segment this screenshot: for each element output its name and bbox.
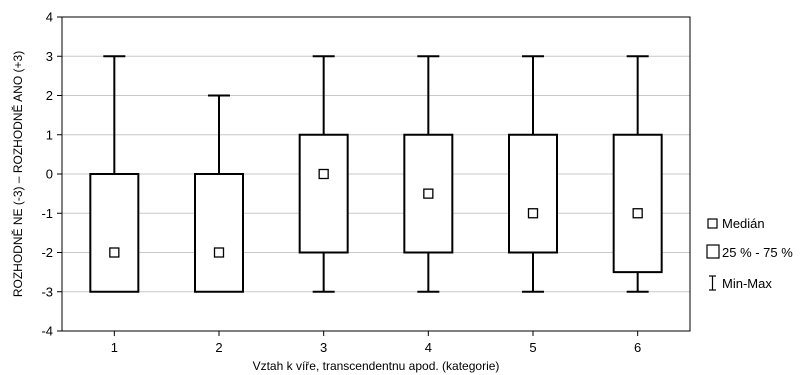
legend-box-label: 25 % - 75 % xyxy=(722,245,793,260)
y-tick-label: 0 xyxy=(46,167,53,182)
legend: Medián 25 % - 75 % Min-Max xyxy=(706,216,793,291)
iqr-box xyxy=(89,173,140,293)
legend-median-label: Medián xyxy=(722,216,765,231)
x-axis-ticks: 1 2 3 4 5 6 xyxy=(111,331,641,355)
median-marker xyxy=(109,247,120,258)
median-marker xyxy=(527,208,539,219)
box-group xyxy=(89,55,140,293)
median-marker xyxy=(423,188,434,199)
y-tick-label: -4 xyxy=(41,324,53,339)
iqr-box xyxy=(508,133,558,254)
iqr-box xyxy=(612,133,663,274)
y-tick-label: 3 xyxy=(46,49,53,64)
y-tick-label: -1 xyxy=(41,206,53,221)
x-tick-label: 2 xyxy=(215,340,222,355)
y-tick-label: 4 xyxy=(46,10,53,25)
y-tick-label: -2 xyxy=(41,245,53,260)
box-group xyxy=(403,55,454,293)
legend-median-marker xyxy=(707,218,718,229)
median-marker xyxy=(213,247,225,258)
iqr-box xyxy=(194,173,244,293)
box-series xyxy=(89,55,663,293)
y-axis-ticks: -4 -3 -2 -1 0 1 2 3 4 xyxy=(41,10,62,339)
x-tick-label: 5 xyxy=(529,340,536,355)
x-tick-label: 1 xyxy=(111,340,118,355)
iqr-box xyxy=(403,133,454,254)
grid-lines xyxy=(62,55,690,293)
y-axis-label: ROZHODNĚ NE (-3) – ROZHODNĚ ANO (+3) xyxy=(10,51,25,297)
legend-whisker-marker xyxy=(709,275,716,291)
y-tick-label: -3 xyxy=(41,284,53,299)
x-tick-label: 6 xyxy=(634,340,641,355)
legend-whisker-label: Min-Max xyxy=(722,276,772,291)
iqr-box xyxy=(298,133,349,254)
median-marker xyxy=(318,168,329,180)
box-group xyxy=(298,55,349,293)
median-marker xyxy=(632,208,643,219)
x-tick-label: 3 xyxy=(320,340,327,355)
y-tick-label: 2 xyxy=(46,88,53,103)
y-tick-label: 1 xyxy=(46,127,53,142)
legend-box-marker xyxy=(706,244,720,259)
x-axis-label: Vztah k víře, transcendentnu apod. (kate… xyxy=(253,359,500,373)
box-group xyxy=(612,55,663,293)
x-tick-label: 4 xyxy=(425,340,432,355)
box-group xyxy=(508,55,558,293)
box-group xyxy=(194,94,244,293)
